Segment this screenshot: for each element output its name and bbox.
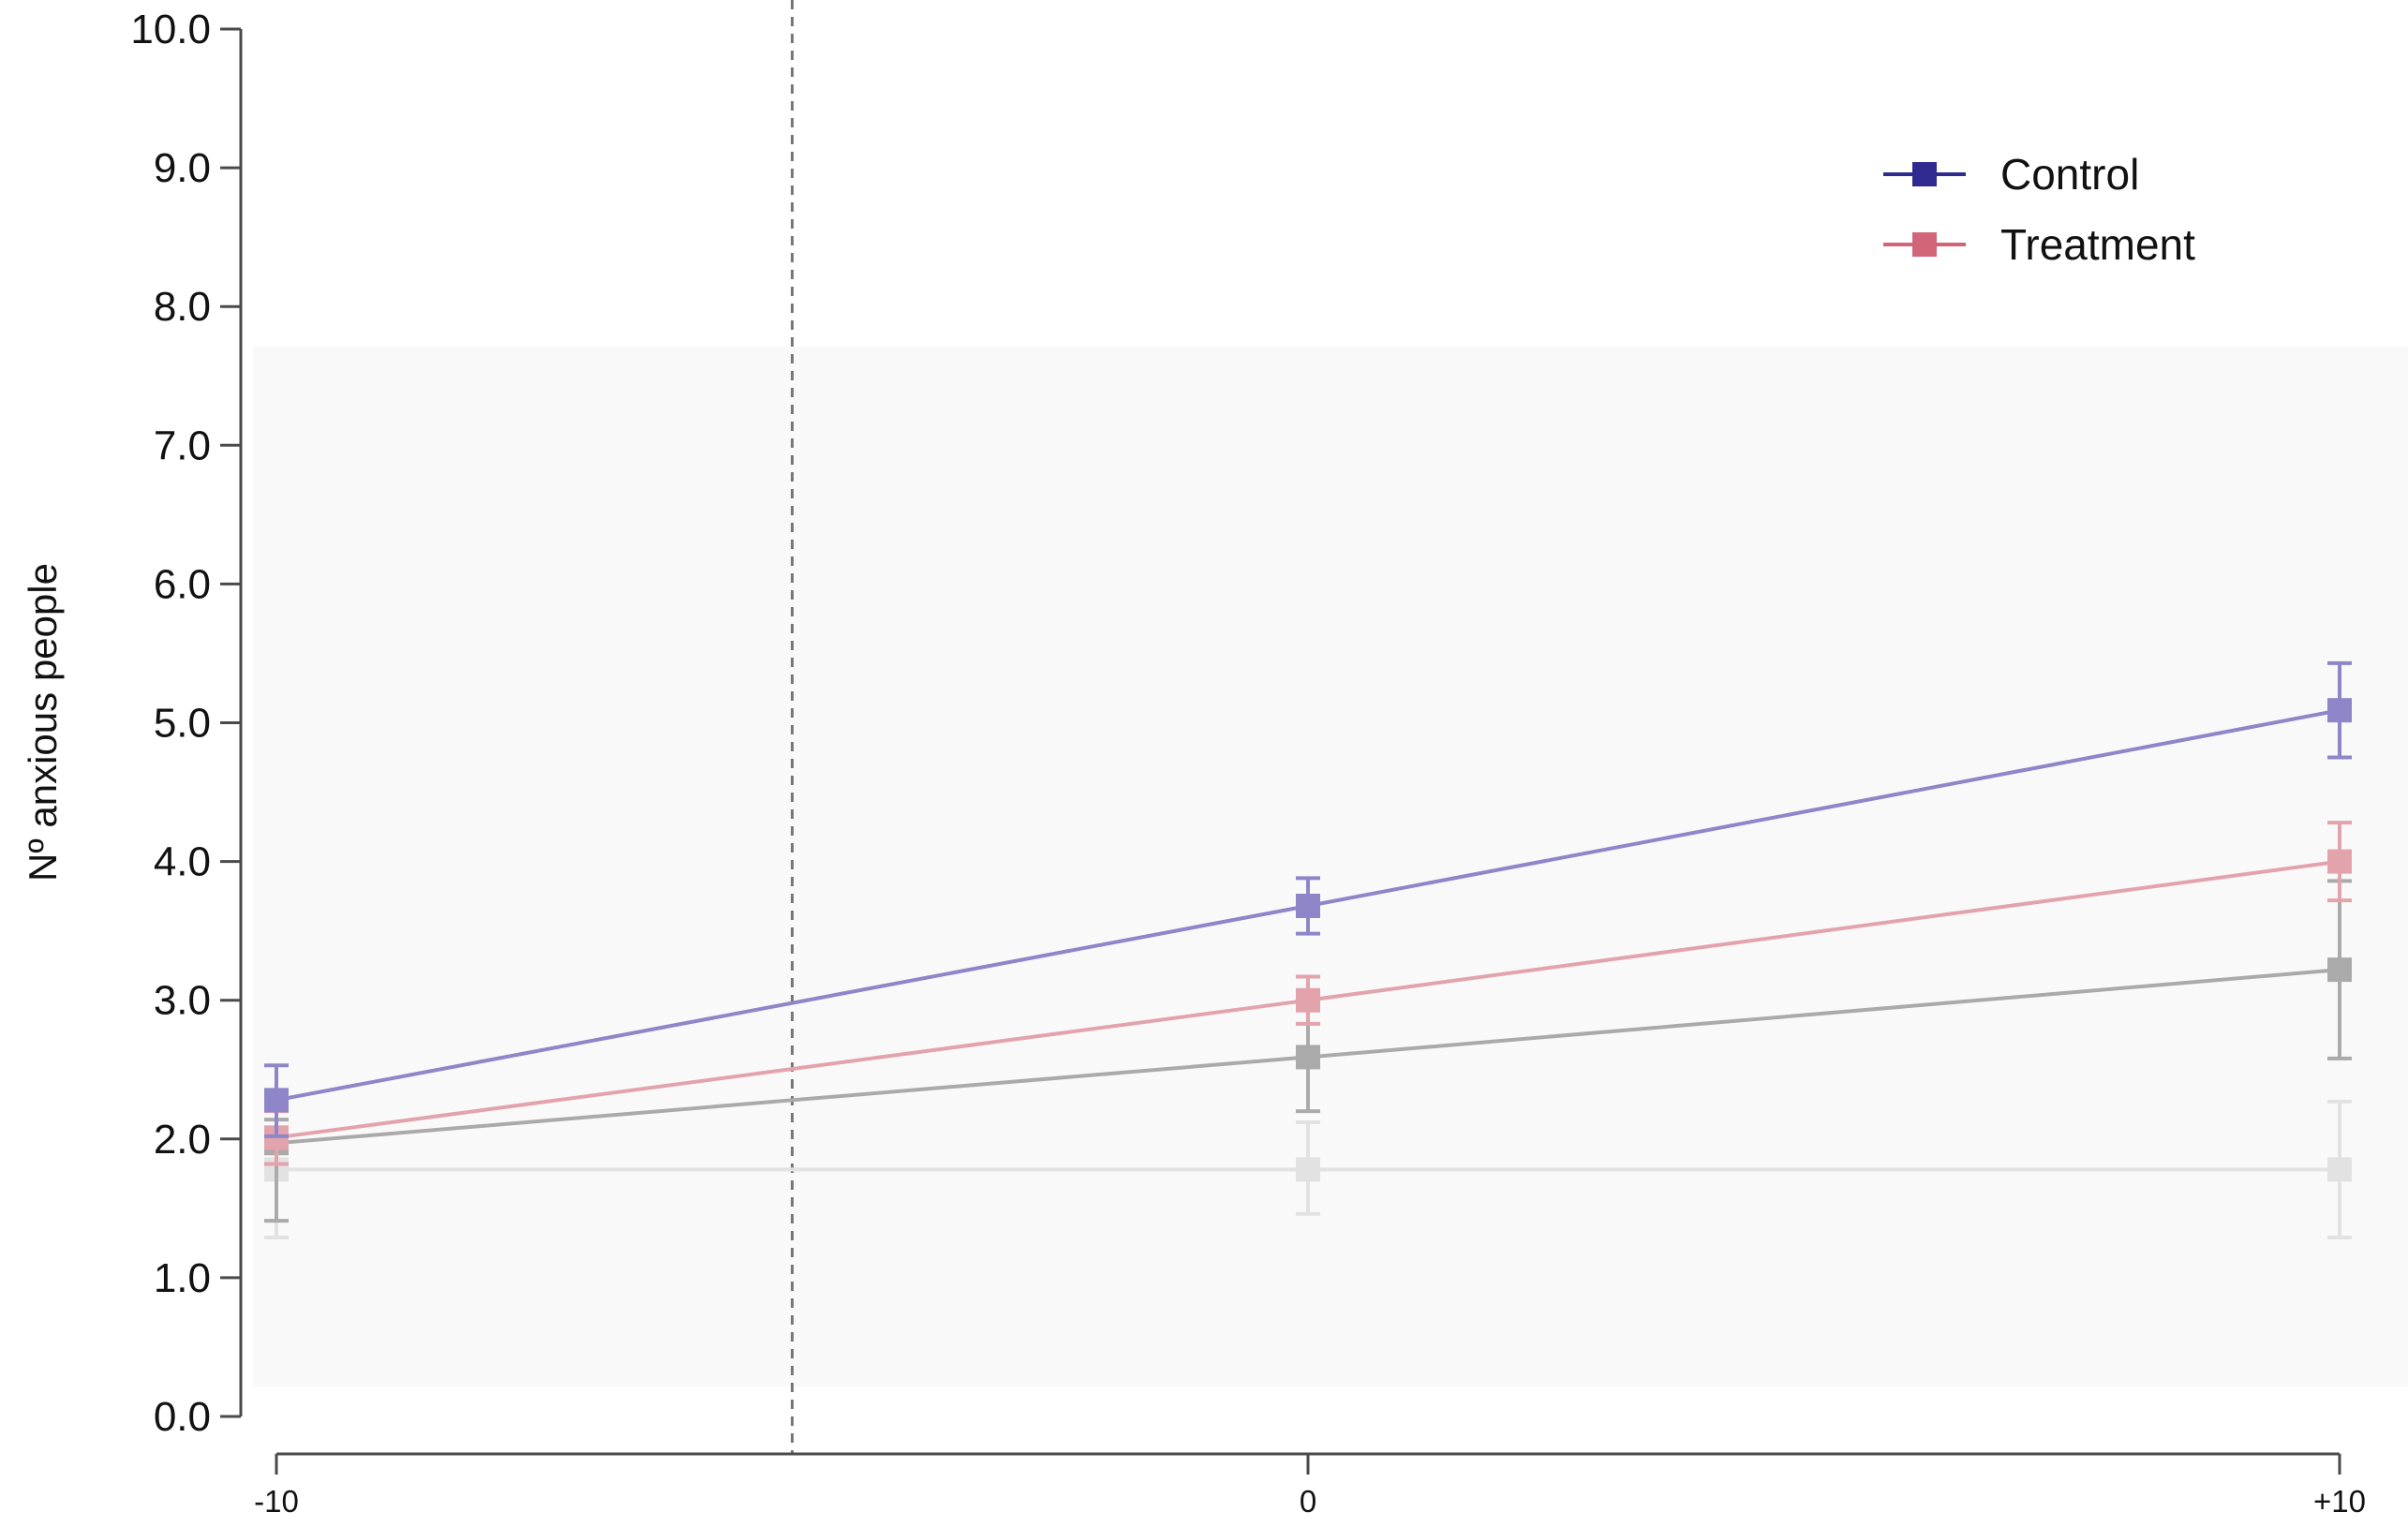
y-tick-label: 2.0 [154, 1117, 211, 1163]
y-tick-label: 5.0 [154, 701, 211, 747]
x-axis: -10 0 +10 [254, 1452, 2366, 1519]
legend-swatch-marker [1912, 162, 1937, 186]
y-tick-label: 6.0 [154, 561, 211, 607]
data-point [1296, 1157, 1320, 1182]
y-axis: 0.0 1.0 2.0 3.0 4.0 5.0 6.0 7.0 8.0 9.0 10.0 [130, 7, 243, 1440]
legend-item-treatment: Treatment [1883, 220, 2195, 269]
y-tick-label: 10.0 [130, 7, 211, 52]
y-tick-label: 8.0 [154, 284, 211, 330]
series-control [264, 660, 2352, 1138]
x-tick-label: 0 [1300, 1484, 1316, 1519]
legend-swatch-marker [1912, 232, 1937, 257]
y-tick-label: 1.0 [154, 1255, 211, 1301]
legend-item-control: Control [1883, 150, 2139, 199]
data-point [264, 1088, 289, 1113]
data-point [2327, 698, 2352, 723]
y-tick-label: 9.0 [154, 145, 211, 191]
data-point [2327, 849, 2352, 874]
plot-shaded-band [253, 347, 2408, 1386]
y-tick-label: 4.0 [154, 839, 211, 885]
x-tick-label: -10 [254, 1484, 299, 1519]
data-point [1296, 1045, 1320, 1070]
y-tick-label: 0.0 [154, 1394, 211, 1440]
data-point [2327, 957, 2352, 983]
data-point [1296, 893, 1320, 918]
y-tick-label: 7.0 [154, 423, 211, 468]
x-tick-label: +10 [2313, 1484, 2366, 1519]
y-axis-label: Nº anxious people [21, 563, 65, 882]
legend-label: Treatment [2000, 220, 2195, 269]
data-point [2327, 1157, 2352, 1182]
series-layer [264, 660, 2352, 1239]
y-tick-label: 3.0 [154, 978, 211, 1024]
legend: Control Treatment [1883, 150, 2195, 269]
data-point [1296, 987, 1320, 1013]
legend-label: Control [2000, 150, 2139, 199]
